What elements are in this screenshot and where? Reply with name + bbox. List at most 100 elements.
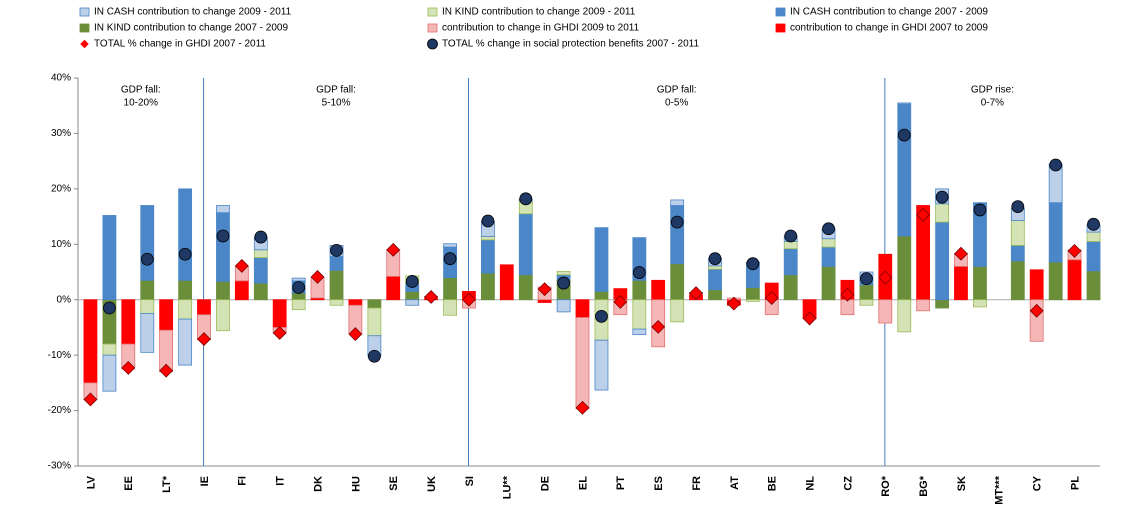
- bar-segment: [878, 299, 893, 324]
- total-benefits-marker: [670, 215, 684, 229]
- bar-segment: [348, 299, 363, 306]
- x-tick-label: DK: [312, 476, 324, 492]
- legend-label: TOTAL % change in GHDI 2007 - 2011: [94, 39, 266, 50]
- bar-segment: [537, 299, 552, 303]
- x-tick-label: NL: [804, 476, 816, 491]
- total-benefits-marker: [973, 203, 987, 217]
- bar-segment: [518, 213, 533, 276]
- bar-segment: [216, 205, 230, 214]
- bar-segment: [329, 256, 344, 271]
- bar-segment: [443, 299, 457, 316]
- bar-segment: [594, 227, 609, 292]
- group-annotation: GDP fall:: [316, 85, 356, 96]
- total-benefits-marker: [1049, 158, 1063, 172]
- bar-segment: [272, 299, 287, 328]
- bar-segment: [632, 299, 647, 330]
- legend-label: IN CASH contribution to change 2007 - 20…: [790, 7, 988, 18]
- bar-segment: [632, 328, 647, 336]
- total-benefits-marker: [254, 230, 268, 244]
- legend-label: IN KIND contribution to change 2007 - 20…: [94, 23, 288, 34]
- total-benefits-marker: [935, 190, 949, 204]
- x-tick-label: SE: [388, 476, 400, 491]
- y-tick-label: 30%: [51, 128, 71, 139]
- bar-segment: [745, 299, 760, 302]
- group-annotation: GDP fall:: [657, 85, 697, 96]
- total-benefits-marker: [1011, 200, 1025, 213]
- bar-segment: [708, 265, 722, 270]
- total-benefits-marker: [557, 276, 571, 290]
- total-ghdi-marker: [689, 286, 703, 300]
- bar-segment: [443, 243, 457, 248]
- x-tick-label: HU: [350, 476, 362, 492]
- total-benefits-marker: [140, 252, 154, 266]
- bar-segment: [178, 299, 193, 320]
- x-tick-label: PT: [615, 476, 627, 490]
- bar-segment: [234, 280, 249, 301]
- bar-segment: [575, 317, 590, 410]
- group-annotation: 0-5%: [665, 98, 688, 109]
- bar-segment: [670, 205, 685, 265]
- y-tick-label: 0%: [57, 294, 72, 305]
- group-annotation: GDP fall:: [121, 85, 161, 96]
- total-benefits-marker: [443, 252, 457, 266]
- bar-segment: [840, 299, 855, 316]
- total-ghdi-marker: [197, 332, 211, 346]
- total-benefits-marker: [708, 252, 722, 266]
- bar-segment: [140, 205, 155, 281]
- bar-segment: [973, 299, 987, 308]
- x-tick-label: AT: [729, 476, 741, 490]
- bar-segment: [102, 343, 117, 356]
- total-benefits-marker: [481, 214, 495, 228]
- total-ghdi-marker: [764, 291, 779, 305]
- bar-segment: [178, 279, 193, 301]
- total-benefits-marker: [103, 301, 116, 315]
- x-tick-label: ES: [653, 476, 665, 491]
- bar-segment: [1010, 260, 1025, 301]
- bar-segment: [1067, 259, 1082, 301]
- total-ghdi-marker: [83, 392, 98, 407]
- legend-label: IN KIND contribution to change 2009 - 20…: [442, 7, 636, 18]
- x-tick-label: IT: [275, 476, 287, 486]
- bar-segment: [216, 299, 230, 332]
- bar-segment: [253, 249, 268, 258]
- bar-segment: [670, 199, 685, 206]
- bar-segment: [102, 354, 117, 392]
- bar-segment: [821, 266, 836, 301]
- bar-segment: [253, 282, 268, 301]
- bar-segment: [518, 274, 533, 301]
- group-annotation: 5-10%: [322, 98, 351, 109]
- y-tick-label: -20%: [48, 405, 71, 416]
- total-ghdi-marker: [234, 258, 249, 273]
- group-annotation: 10-20%: [124, 98, 159, 109]
- bar-segment: [1029, 269, 1044, 301]
- x-tick-label: UK: [426, 476, 438, 492]
- x-tick-label: CY: [1032, 475, 1044, 491]
- x-tick-label: SI: [464, 476, 476, 486]
- bar-segment: [594, 290, 609, 301]
- total-benefits-marker: [519, 192, 533, 206]
- total-ghdi-marker: [954, 246, 968, 261]
- bar-segment: [216, 212, 230, 282]
- total-ghdi-marker: [348, 327, 363, 342]
- total-benefits-marker: [897, 128, 911, 142]
- bar-segment: [783, 274, 798, 301]
- total-ghdi-marker: [878, 270, 893, 285]
- total-ghdi-marker: [1067, 244, 1082, 258]
- x-tick-label: EE: [123, 476, 135, 491]
- x-tick-label: BG*: [918, 475, 930, 497]
- x-tick-label: LU**: [502, 475, 514, 499]
- bar-segment: [935, 299, 950, 309]
- total-ghdi-marker: [802, 311, 817, 326]
- bar-segment: [329, 299, 344, 306]
- bar-segment: [916, 299, 931, 312]
- legend-swatch: [775, 23, 786, 33]
- total-ghdi-marker: [916, 207, 931, 222]
- bar-segment: [405, 290, 420, 301]
- total-ghdi-marker: [272, 326, 287, 340]
- legend-label: TOTAL % change in social protection bene…: [442, 39, 699, 50]
- x-tick-label: EL: [577, 476, 589, 490]
- legend-swatch: [775, 7, 786, 17]
- bar-segment: [291, 277, 306, 282]
